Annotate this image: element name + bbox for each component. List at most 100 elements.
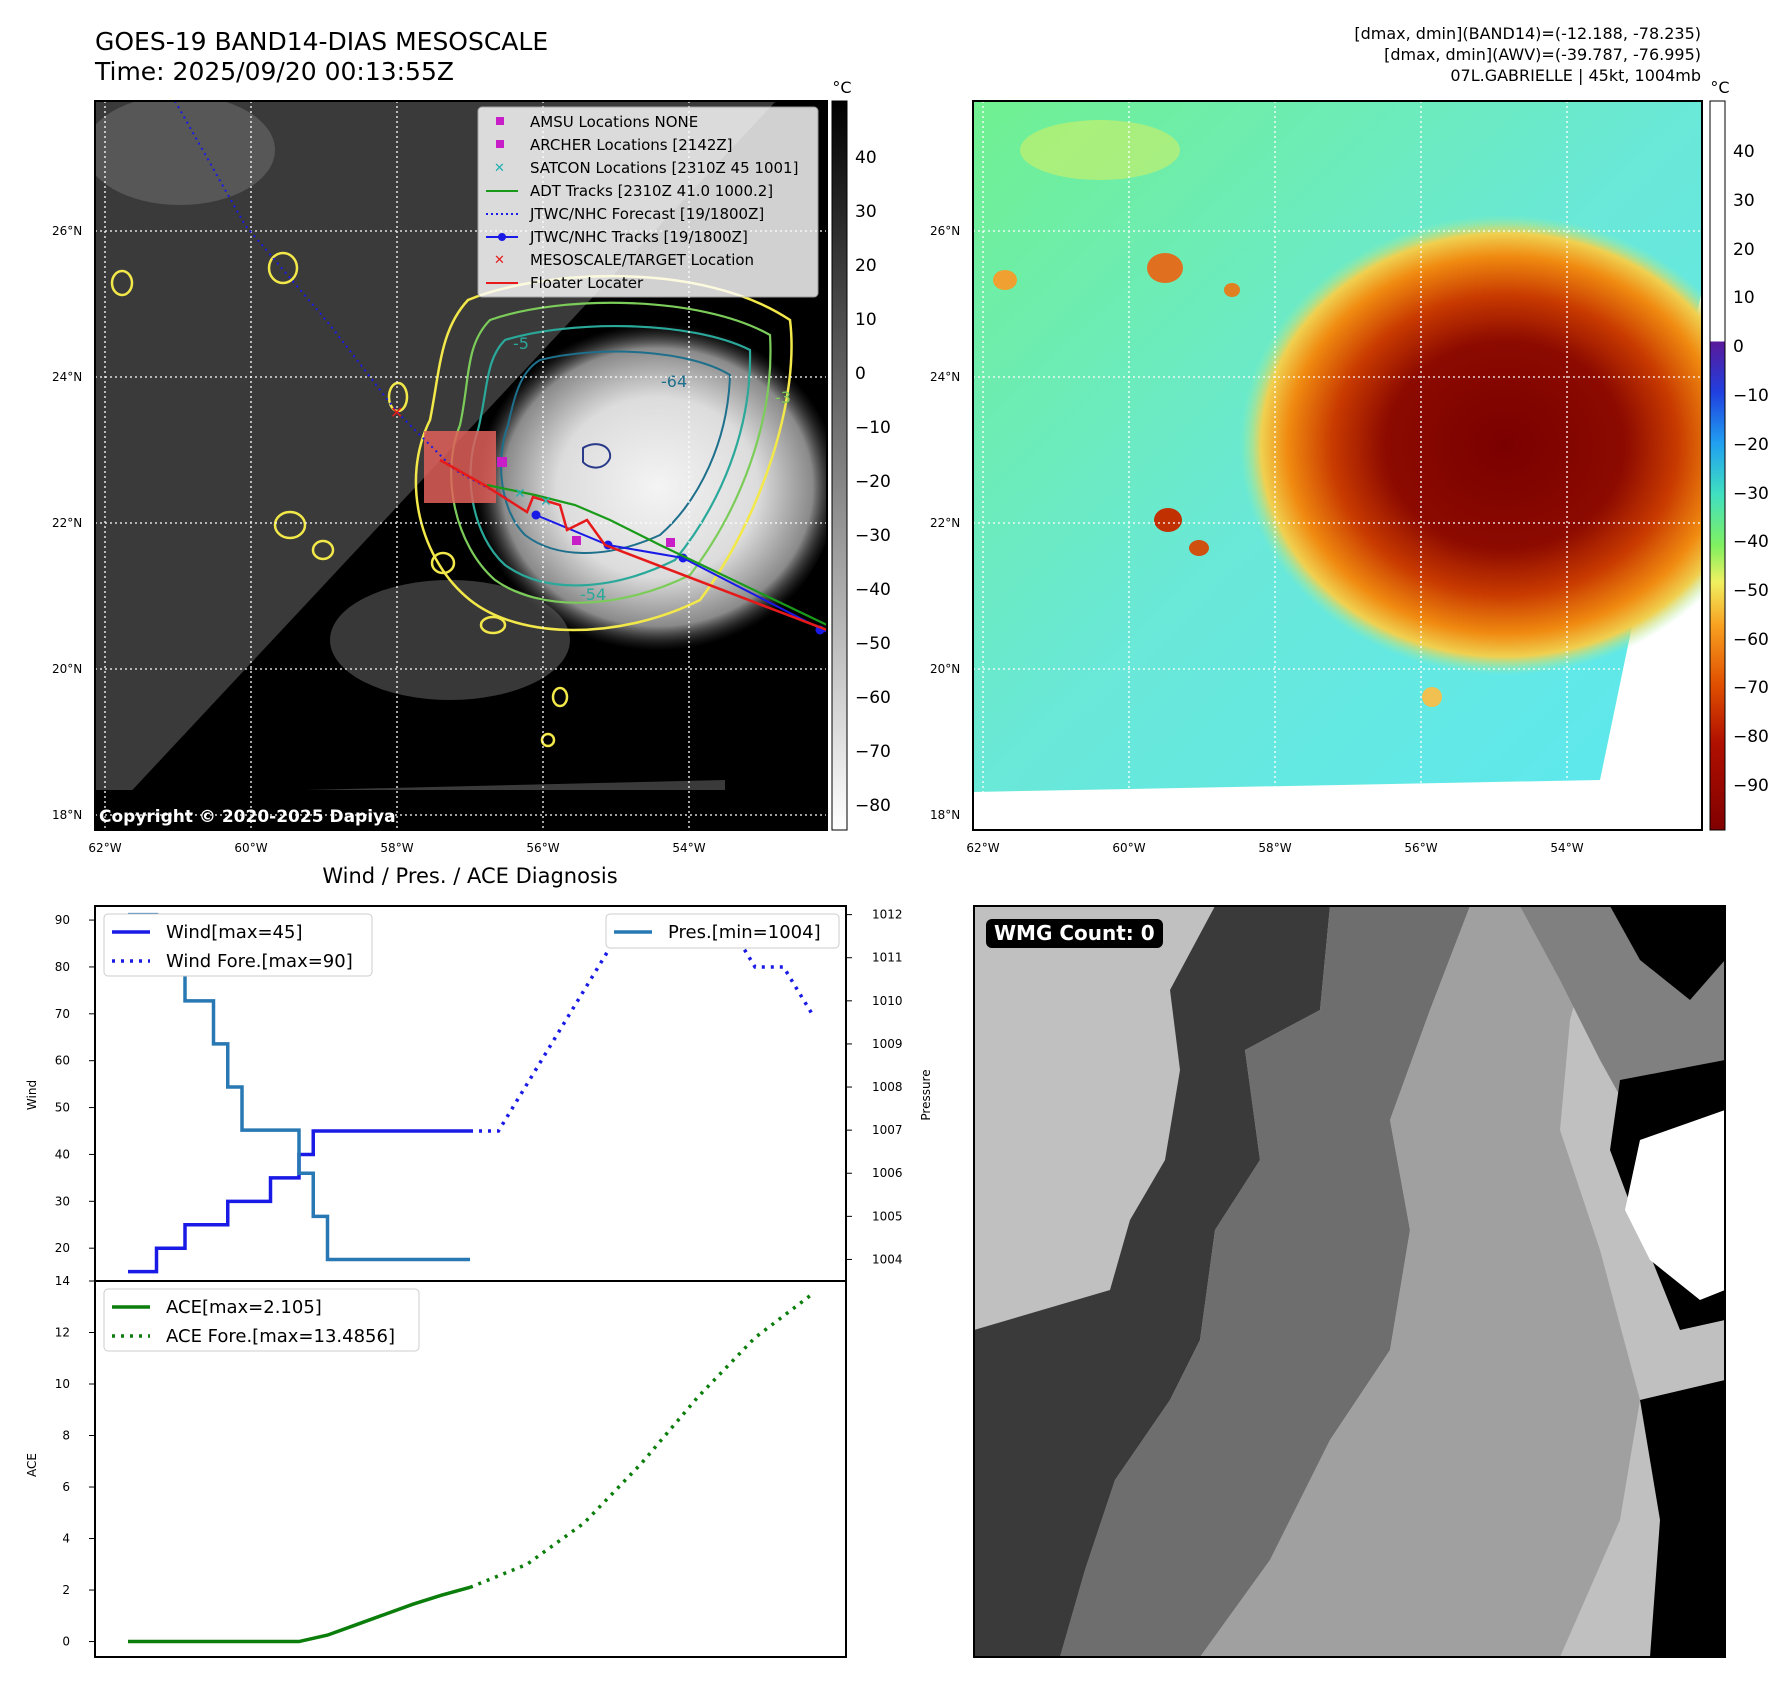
- wmg-frame: [973, 905, 1726, 1658]
- ace-y-ticks: 0 2 4 6 8 10 12 14: [55, 1274, 95, 1649]
- pressure-tick-label: 1008: [872, 1080, 903, 1094]
- right-colorbar: [1709, 100, 1726, 831]
- wind-legend-box: [103, 913, 373, 977]
- cbar-tick: −70: [855, 742, 891, 762]
- right-map-grid: [973, 101, 1702, 830]
- wmg-band-white: [1625, 1110, 1725, 1300]
- archer-marker: [666, 538, 675, 547]
- cbar-tick: 20: [1733, 240, 1755, 260]
- ace-tick-label: 6: [62, 1480, 70, 1494]
- pressure-tick-label: 1007: [872, 1123, 903, 1137]
- left-colorbar: [831, 100, 848, 831]
- contour-label-64: -64: [661, 372, 687, 391]
- left-map-legend: AMSU Locations NONE ARCHER Locations [21…: [477, 106, 819, 298]
- left-map-frame: [94, 100, 828, 831]
- cbar-tick: 10: [1733, 288, 1755, 308]
- pressure-tick-label: 1010: [872, 994, 903, 1008]
- lat-label: 22°N: [930, 516, 960, 530]
- lat-label: 26°N: [930, 224, 960, 238]
- convective-cell: [311, 539, 335, 561]
- cell-color: [1189, 540, 1209, 556]
- cell-color: [1147, 253, 1183, 283]
- lat-label: 20°N: [930, 662, 960, 676]
- wind-tick-label: 80: [55, 960, 70, 974]
- ace-legend-box: [103, 1288, 420, 1352]
- convective-cell: [110, 269, 134, 297]
- wind-legend-label: Wind[max=45]: [166, 922, 303, 943]
- convective-cell: [430, 551, 456, 575]
- wind-tick-label: 30: [55, 1194, 70, 1208]
- ace-legend-label: ACE[max=2.105]: [166, 1297, 322, 1318]
- wind-axis-label: Wind: [25, 1080, 39, 1110]
- pressure-tick-label: 1006: [872, 1166, 903, 1180]
- legend-floater: Floater Locater: [530, 274, 644, 292]
- pressure-tick-label: 1005: [872, 1209, 903, 1223]
- cbar-tick: 0: [855, 364, 866, 384]
- cbar-tick: −60: [1733, 630, 1769, 650]
- series-line: [128, 1129, 470, 1274]
- series-line: [470, 918, 814, 1133]
- ace-tick-label: 14: [55, 1274, 70, 1288]
- pressure-tick-label: 1009: [872, 1037, 903, 1051]
- legend-forecast: JTWC/NHC Forecast [19/1800Z]: [529, 205, 764, 223]
- lon-label: 62°W: [966, 841, 999, 855]
- lat-label: 20°N: [52, 662, 82, 676]
- ace-legend: ACE[max=2.105] ACE Fore.[max=13.4856]: [103, 1288, 420, 1352]
- legend-satcon-icon: ✕: [494, 161, 505, 176]
- cbar-tick: −70: [1733, 678, 1769, 698]
- lat-label: 24°N: [52, 370, 82, 384]
- cbar-tick: −20: [1733, 435, 1769, 455]
- cbar-tick: −80: [1733, 727, 1769, 747]
- convective-cell: [479, 615, 507, 635]
- storm-cloud-mass: [360, 255, 827, 685]
- diagnosis-title: Wind / Pres. / ACE Diagnosis: [322, 864, 617, 888]
- series-line: [128, 1585, 471, 1644]
- right-colorbar-ticks: 40 30 20 10 0 −10 −20 −30 −40 −50 −60 −7…: [1733, 142, 1769, 796]
- ace-tick-label: 8: [62, 1429, 70, 1443]
- wmg-band-light: [1200, 906, 1640, 1657]
- figure-time: Time: 2025/09/20 00:13:55Z: [94, 57, 454, 86]
- wind-fore-legend-label: Wind Fore.[max=90]: [166, 951, 353, 972]
- floater-locater: [439, 458, 827, 632]
- convective-cell: [387, 381, 409, 413]
- cbar-tick: −90: [1733, 776, 1769, 796]
- lat-label: 26°N: [52, 224, 82, 238]
- satcon-marker: ✕: [540, 494, 552, 510]
- cloud-band-south: [330, 580, 570, 700]
- wind-tick-label: 50: [55, 1101, 70, 1115]
- legend-satcon: SATCON Locations [2310Z 45 1001]: [530, 159, 798, 177]
- legend-amsu-icon: [496, 117, 504, 125]
- pressure-tick-label: 1004: [872, 1252, 903, 1266]
- left-map-no-data-bottom: [95, 790, 827, 830]
- pressure-legend: Pres.[min=1004]: [605, 913, 840, 949]
- legend-box: [477, 106, 819, 298]
- left-map-lat-labels: 26°N 24°N 22°N 20°N 18°N: [52, 224, 82, 822]
- wind-legend: Wind[max=45] Wind Fore.[max=90]: [103, 913, 373, 977]
- wind-y-ticks: 20 30 40 50 60 70 80 90: [55, 913, 95, 1255]
- wind-tick-label: 40: [55, 1147, 70, 1161]
- legend-adt: ADT Tracks [2310Z 41.0 1000.2]: [530, 182, 773, 200]
- wmg-band-black: [1610, 906, 1725, 1000]
- contour-label-54: -54: [580, 585, 606, 604]
- storm-core-color: [1240, 215, 1702, 675]
- copyright-text: Copyright © 2020-2025 Dapiya: [99, 807, 396, 827]
- convective-cell: [540, 732, 556, 748]
- left-map-panel: -64 -54 -5 -3: [52, 78, 891, 855]
- ace-tick-label: 2: [62, 1583, 70, 1597]
- cbar-tick: −30: [855, 526, 891, 546]
- right-map-lat-labels: 26°N 24°N 22°N 20°N 18°N: [930, 224, 960, 822]
- ace-fore-legend-label: ACE Fore.[max=13.4856]: [166, 1326, 395, 1347]
- pressure-legend-box: [605, 913, 840, 949]
- lon-label: 56°W: [526, 841, 559, 855]
- right-colorbar-unit: °C: [1710, 78, 1729, 97]
- lat-label: 22°N: [52, 516, 82, 530]
- legend-archer: ARCHER Locations [2142Z]: [530, 136, 733, 154]
- legend-target: MESOSCALE/TARGET Location: [530, 251, 754, 269]
- contour-label-5: -5: [513, 334, 529, 353]
- wmg-band-dark: [974, 906, 1330, 1657]
- right-map-lon-labels: 62°W 60°W 58°W 56°W 54°W: [966, 841, 1583, 855]
- cbar-tick: 0: [1733, 337, 1744, 357]
- cbar-tick: 20: [855, 256, 877, 276]
- cbar-tick: −40: [855, 580, 891, 600]
